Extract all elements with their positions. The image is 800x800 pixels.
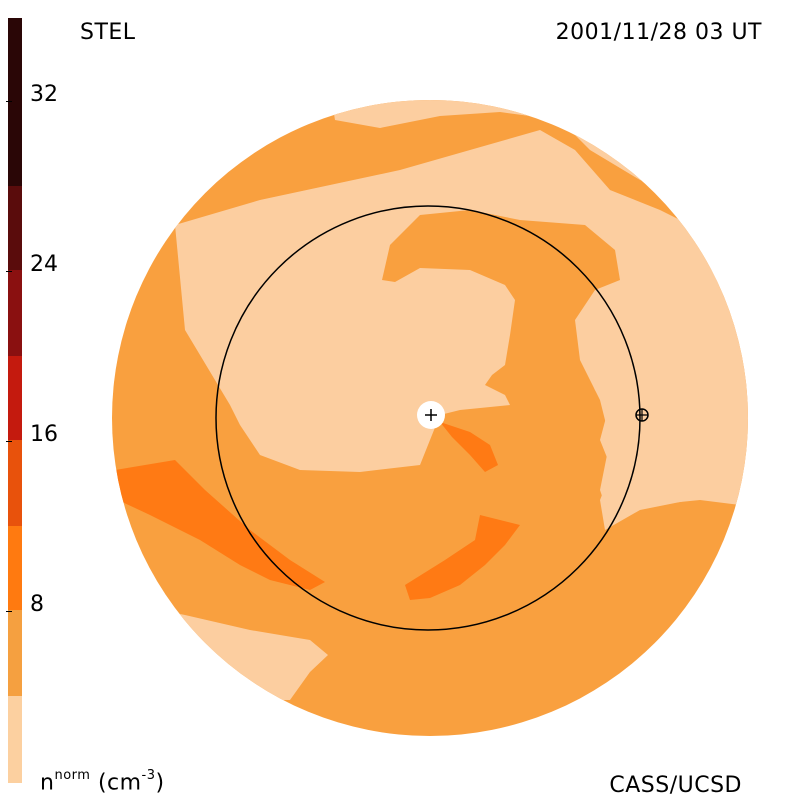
colorbar-band	[8, 440, 22, 526]
colorbar-tick-label: 16	[30, 422, 58, 447]
colorbar-tick	[6, 441, 12, 442]
dark-region	[440, 422, 498, 472]
colorbar-band	[8, 270, 22, 356]
light-region	[585, 330, 700, 530]
dark-region	[405, 515, 520, 600]
sun-cross-icon	[425, 409, 437, 421]
colorbar-band	[8, 696, 22, 783]
colorbar-band	[8, 186, 22, 270]
source-label: STEL	[80, 20, 136, 45]
unit-label: nnorm (cm-3)	[40, 768, 165, 796]
colorbar-band	[8, 526, 22, 610]
credit-label: CASS/UCSD	[609, 773, 742, 798]
colorbar-tick-label: 24	[30, 252, 58, 277]
colorbar-band	[8, 356, 22, 440]
colorbar-tick-label: 32	[30, 82, 58, 107]
colorbar-tick	[6, 611, 12, 612]
earth-orbit-circle	[215, 205, 641, 631]
dark-region	[115, 460, 325, 590]
colorbar-tick	[6, 271, 12, 272]
colorbar-band	[8, 610, 22, 696]
colorbar	[8, 18, 22, 783]
timestamp: 2001/11/28 03 UT	[555, 20, 762, 45]
colorbar-tick	[6, 101, 12, 102]
earth-cross	[636, 409, 648, 421]
colorbar-tick-label: 8	[30, 592, 44, 617]
colorbar-band	[8, 18, 22, 186]
